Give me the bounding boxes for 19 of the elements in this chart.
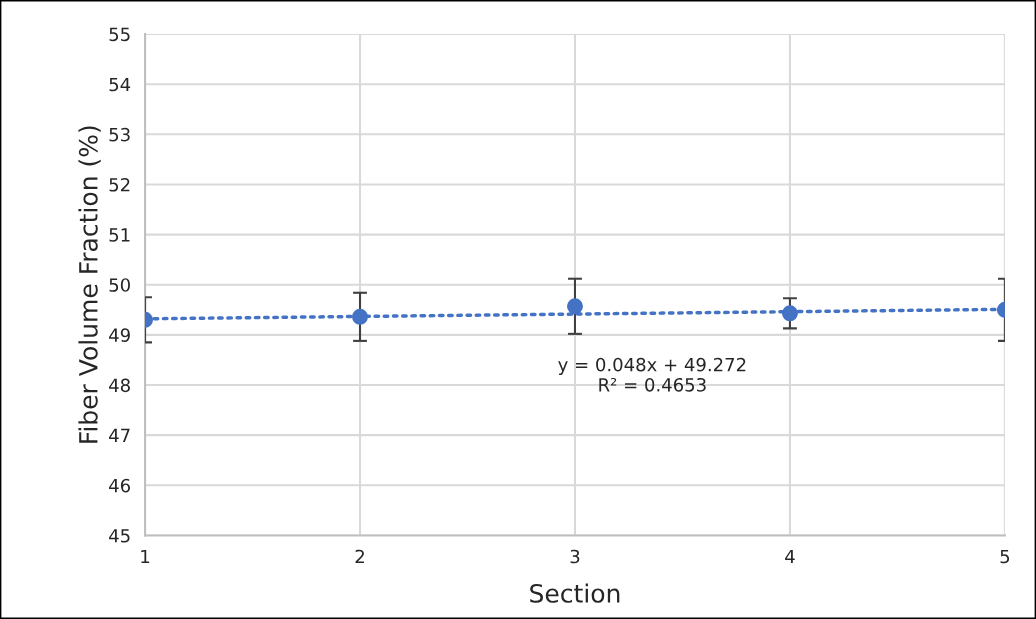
x-axis-title: Section [530, 583, 620, 603]
y-tick-label: 49 [109, 328, 130, 342]
y-tick-label: 54 [109, 77, 131, 92]
y-tick-label: 52 [109, 177, 130, 192]
y-tick-label: 55 [109, 27, 130, 42]
y-tick-label: 51 [109, 228, 130, 242]
x-tick-label: 3 [570, 549, 580, 564]
y-tick-label: 48 [109, 378, 130, 393]
x-tick-label: 4 [785, 549, 795, 564]
x-tick-label: 2 [355, 549, 364, 564]
x-tick-label: 5 [1000, 549, 1010, 564]
x-tick-label: 1 [141, 549, 150, 564]
y-axis-title: Fiber Volume Fraction (%) [78, 126, 101, 443]
y-tick-label: 46 [109, 478, 131, 493]
y-tick-label: 50 [109, 278, 130, 292]
y-tick-label: 47 [109, 428, 130, 443]
annotation: y = 0.048x + 49.272 R² = 0.4653 [558, 357, 746, 392]
y-tick-label: 45 [109, 529, 130, 543]
y-tick-label: 53 [109, 127, 130, 142]
